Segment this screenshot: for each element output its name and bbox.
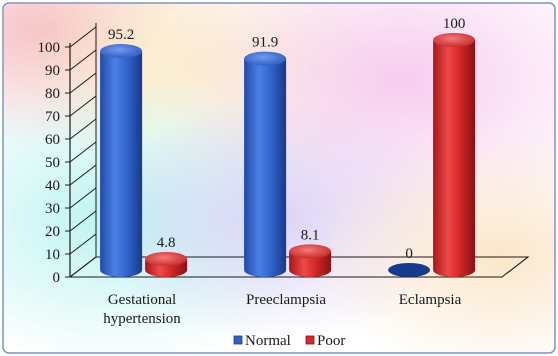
y-tick-label: 50 — [45, 155, 60, 171]
x-tick-label: Preeclampsia — [246, 292, 326, 308]
bar-body — [289, 251, 332, 277]
y-tick-label: 80 — [45, 86, 60, 102]
bars — [100, 33, 476, 277]
x-tick-label: Gestational — [108, 292, 176, 308]
axes — [65, 23, 530, 278]
y-tick-label: 10 — [45, 247, 60, 263]
y-tick-label: 0 — [53, 270, 61, 286]
legend-label-normal: Normal — [245, 333, 291, 349]
legend-label-poor: Poor — [317, 333, 345, 349]
y-depth-line — [69, 49, 97, 71]
y-depth-line — [69, 72, 97, 94]
y-depth-line — [69, 118, 97, 140]
labels: 0 10 20 30 40 50 60 70 80 90 100 95.2 4.8 Gestational… — [38, 16, 466, 327]
y-tick-label: 90 — [45, 63, 60, 79]
bar-cap — [388, 263, 431, 277]
data-label: 95.2 — [108, 27, 134, 43]
data-label: 8.1 — [301, 227, 320, 243]
data-label: 0 — [405, 246, 413, 262]
data-label: 91.9 — [252, 35, 278, 51]
y-tick-label: 70 — [45, 109, 60, 125]
bar-body — [244, 58, 287, 277]
bar-normal — [388, 263, 431, 277]
bar-normal — [244, 51, 287, 277]
bar-cap — [100, 44, 143, 59]
y-tick-label: 40 — [45, 178, 60, 194]
y-tick-label: 100 — [38, 40, 61, 56]
y-depth-line — [69, 95, 97, 117]
y-tick-label: 30 — [45, 201, 60, 217]
y-depth-line — [69, 141, 97, 163]
bar-poor — [289, 244, 332, 277]
x-tick-label: hypertension — [103, 311, 181, 327]
y-tick-label: 60 — [45, 132, 60, 148]
bar-body — [100, 51, 143, 277]
y-depth-line — [69, 256, 97, 278]
legend-swatch-poor — [305, 335, 315, 345]
x-tick-label: Eclampsia — [399, 292, 462, 308]
bar-cap — [244, 51, 287, 66]
y-depth-line — [69, 233, 97, 255]
y-depth-line — [69, 210, 97, 232]
data-label: 4.8 — [157, 235, 176, 251]
y-depth-line — [69, 26, 97, 48]
bar-poor — [433, 33, 476, 277]
bar-body — [433, 40, 476, 277]
y-depth-line — [69, 164, 97, 186]
data-label: 100 — [443, 16, 466, 32]
legend-swatch-normal — [233, 335, 243, 345]
bar-cap — [145, 251, 188, 266]
legend: Normal Poor — [233, 333, 345, 349]
bar-cap — [433, 33, 476, 47]
bar-normal — [100, 44, 143, 277]
y-tick-label: 20 — [45, 224, 60, 240]
bar-poor — [145, 251, 188, 277]
bar-cap — [289, 244, 332, 259]
y-depth-line — [69, 187, 97, 209]
